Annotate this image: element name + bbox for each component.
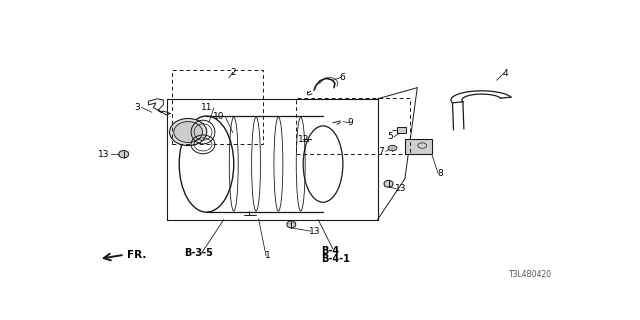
Ellipse shape [388, 145, 397, 151]
Text: 8: 8 [437, 169, 443, 178]
Text: 3: 3 [135, 103, 141, 112]
Text: 10: 10 [213, 112, 225, 121]
Text: 11: 11 [202, 103, 213, 112]
Text: 13: 13 [395, 184, 406, 193]
Text: 12: 12 [298, 135, 309, 144]
Text: 13: 13 [309, 227, 321, 236]
Text: B-4-1: B-4-1 [321, 254, 351, 264]
FancyBboxPatch shape [405, 140, 432, 154]
FancyBboxPatch shape [397, 127, 406, 133]
Text: 7: 7 [378, 147, 384, 156]
Text: 2: 2 [230, 68, 236, 77]
Text: FR.: FR. [127, 250, 147, 260]
Text: B-4: B-4 [321, 246, 340, 256]
Text: 9: 9 [348, 118, 353, 127]
Text: 4: 4 [502, 69, 508, 78]
Ellipse shape [173, 122, 202, 142]
Text: 1: 1 [264, 251, 270, 260]
Text: B-3-5: B-3-5 [184, 248, 213, 258]
Text: T3L4B0420: T3L4B0420 [509, 270, 552, 279]
Text: 5: 5 [387, 132, 393, 141]
Ellipse shape [170, 118, 207, 146]
Text: 6: 6 [339, 73, 345, 82]
Text: 13: 13 [99, 150, 110, 159]
